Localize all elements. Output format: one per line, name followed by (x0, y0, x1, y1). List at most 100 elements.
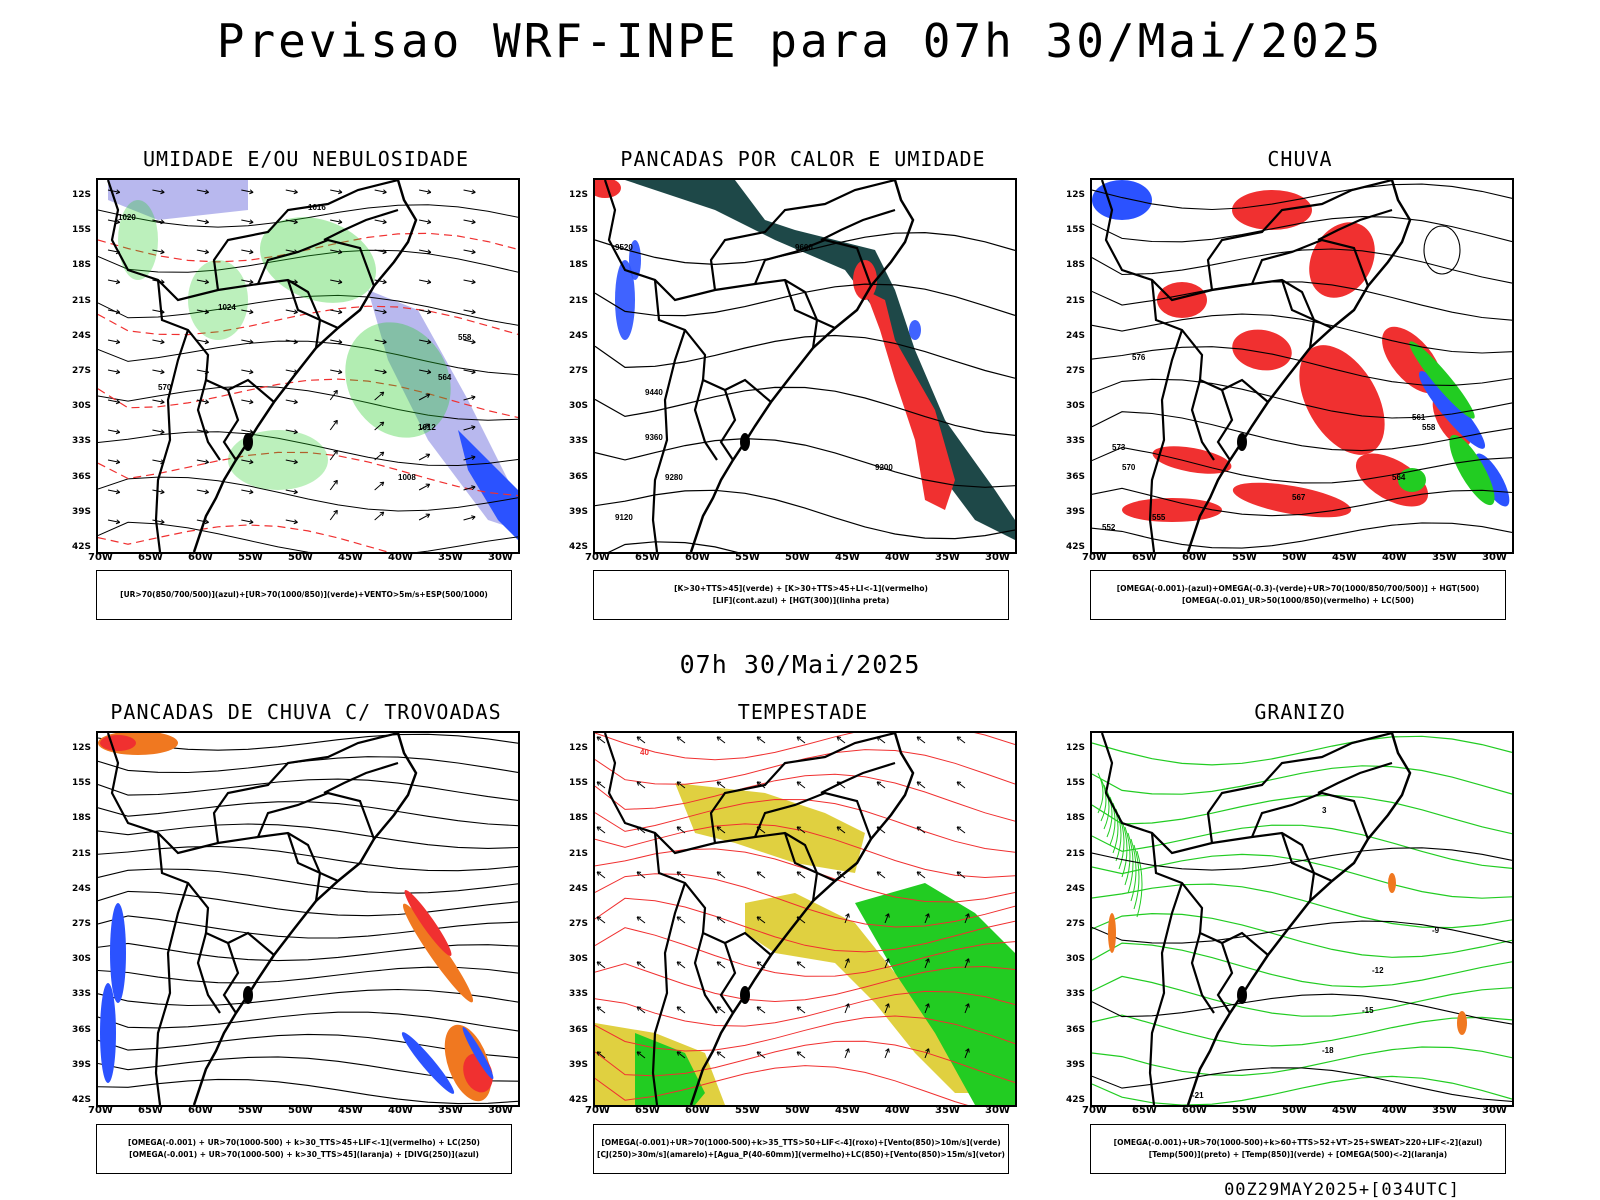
wind-vector (964, 913, 970, 924)
wind-vector (241, 459, 254, 465)
latitude-label: 18S (1066, 813, 1086, 824)
border-line (286, 832, 339, 883)
wind-vector (152, 309, 165, 315)
lagoon (740, 986, 750, 1004)
wind-vector (676, 871, 686, 879)
temp850-contour (1127, 832, 1134, 894)
border-line (106, 733, 322, 902)
contour-line (1092, 281, 1512, 321)
latitude-label: 39S (1066, 1059, 1086, 1070)
wind-vector (716, 1051, 726, 1059)
lagoon (243, 986, 253, 1004)
longitude-label: 65W (635, 1105, 660, 1116)
wind-vector (152, 249, 165, 255)
wind-vector (463, 219, 476, 225)
wind-vector (196, 339, 209, 345)
panel-legend: [UR>70(850/700/500)](azul)+[UR>70(1000/8… (96, 570, 512, 620)
panel-title: CHUVA (1267, 147, 1333, 171)
wind-vector (596, 871, 606, 879)
longitude-label: 60W (188, 552, 213, 563)
contour-line (1092, 847, 1512, 871)
border-line (653, 279, 772, 403)
longitude-label: 35W (1432, 552, 1457, 563)
border-line (196, 379, 221, 461)
coastline (192, 733, 418, 1105)
contour-label: 1012 (418, 423, 436, 432)
wind-vector (716, 916, 726, 924)
lagoon (243, 433, 253, 451)
lagoon (1237, 986, 1247, 1004)
longitude-label: 35W (935, 1105, 960, 1116)
omega-area (1092, 180, 1152, 220)
latitude-label: 21S (569, 848, 589, 859)
contour-line (1092, 216, 1512, 243)
latitude-label: 36S (1066, 471, 1086, 482)
longitude-label: 45W (338, 552, 363, 563)
wind-vector (419, 339, 432, 345)
wind-vector (241, 309, 254, 315)
wind-vector (876, 871, 886, 879)
border-line (1100, 733, 1316, 902)
rain-area (1232, 329, 1292, 371)
omega-area (1418, 371, 1486, 449)
wind-vector (676, 1006, 686, 1014)
latitude-label: 12S (1066, 190, 1086, 200)
temp850-contour (1097, 772, 1104, 814)
wind-vector (152, 219, 165, 225)
rain-area (1309, 222, 1375, 298)
contour-line (98, 1056, 518, 1082)
contour-line (98, 524, 390, 552)
wind-vector (916, 781, 926, 789)
wind-vector (636, 961, 646, 969)
forecast-map: 40 (593, 731, 1017, 1107)
border-line (651, 882, 687, 1105)
border-line (1150, 279, 1269, 403)
contour-label: 570 (1122, 463, 1136, 472)
wind-vector (844, 1048, 850, 1059)
latitude-label: 12S (1066, 743, 1086, 753)
wind-vector (916, 736, 926, 744)
wind-vector (463, 515, 476, 521)
latitude-label: 21S (569, 295, 589, 306)
wind-vector (756, 736, 766, 744)
wind-vector (756, 1051, 766, 1059)
border-line (1206, 180, 1393, 291)
wind-vector (756, 871, 766, 879)
wind-vector (418, 423, 431, 431)
wind-vector (196, 249, 209, 255)
contour-line (1092, 446, 1512, 484)
wind-vector (285, 519, 298, 525)
coastline (192, 180, 418, 552)
contour-label: 558 (458, 333, 472, 342)
wind-vector (463, 369, 476, 375)
wind-vector (419, 249, 432, 255)
contour-label: 40 (640, 748, 649, 757)
latitude-label: 27S (1066, 919, 1086, 929)
latitude-label: 39S (72, 506, 92, 517)
border-line (1216, 389, 1234, 461)
contour-line (1092, 1046, 1512, 1077)
wind-vector (884, 913, 890, 924)
contour-label: 561 (1412, 413, 1426, 422)
contour-label: 9520 (615, 243, 633, 252)
wind-vector (844, 913, 850, 924)
border-line (1148, 329, 1184, 552)
longitude-label: 60W (685, 552, 710, 563)
contour-label: 558 (1422, 423, 1436, 432)
wind-vector (924, 958, 930, 969)
wind-vector (374, 481, 385, 491)
coastline (1186, 180, 1412, 552)
border-line (1190, 932, 1215, 1014)
contour-line (1092, 1067, 1512, 1102)
latitude-label: 42S (72, 1095, 92, 1105)
wind-vector (916, 826, 926, 834)
wind-vector (196, 489, 209, 495)
panel-title: PANCADAS POR CALOR E UMIDADE (620, 147, 986, 171)
contour-label: 567 (1292, 493, 1306, 502)
divergence-contour (401, 1032, 455, 1094)
latitude-label: 24S (569, 330, 589, 341)
wind-vector (924, 1048, 930, 1059)
border-line (1206, 733, 1393, 844)
longitude-label: 50W (785, 552, 810, 563)
longitude-label: 70W (1082, 552, 1107, 563)
